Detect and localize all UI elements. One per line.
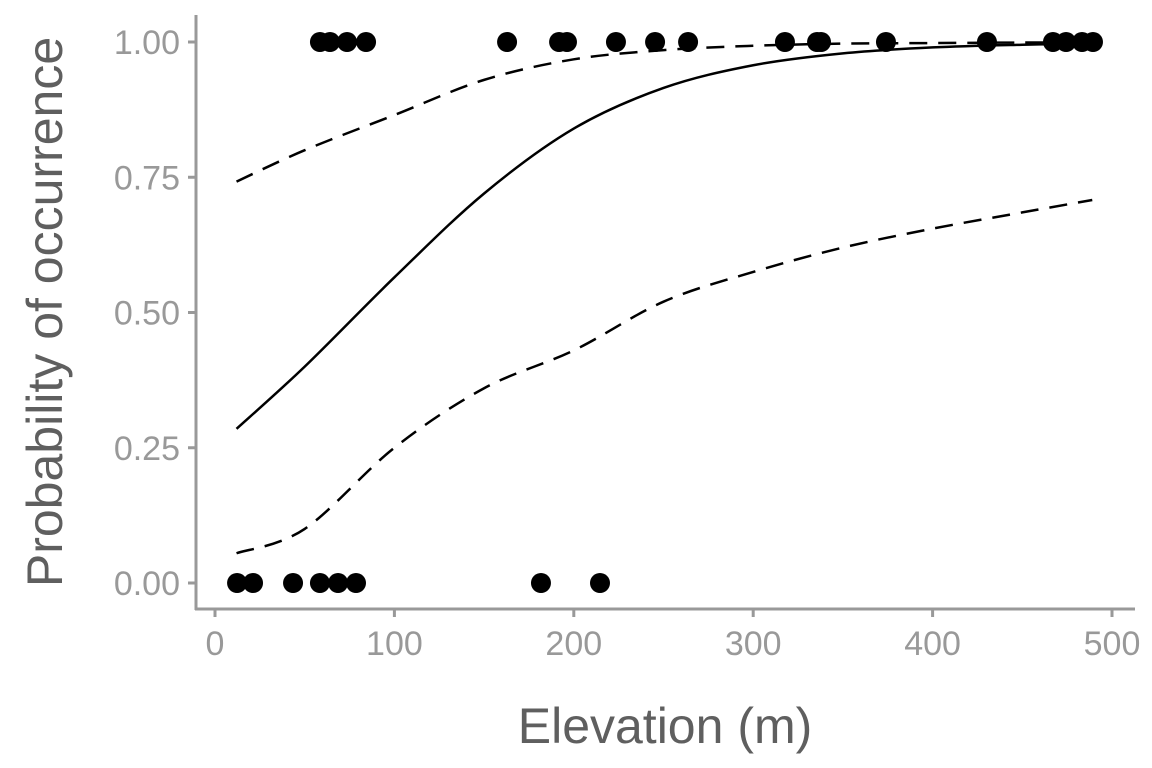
y-tick-label: 0.00 <box>114 565 180 603</box>
x-tick-label: 200 <box>545 625 602 663</box>
data-point-absent <box>227 573 248 593</box>
data-point-absent <box>283 573 304 593</box>
x-tick-label: 0 <box>206 625 225 663</box>
y-tick-label: 0.75 <box>114 159 180 197</box>
fitted-line <box>235 42 1093 430</box>
x-tick-label: 400 <box>904 625 961 663</box>
x-tick-label: 300 <box>725 625 782 663</box>
data-point-present <box>678 32 699 52</box>
data-point-present <box>811 32 832 52</box>
x-axis-title: Elevation (m) <box>518 698 813 754</box>
lower-confidence-line <box>236 198 1093 555</box>
data-point-present <box>645 32 666 52</box>
data-point-absent <box>346 573 367 593</box>
upper-confidence-line <box>236 41 1093 183</box>
data-point-absent <box>243 573 264 593</box>
y-axis-title: Probability of occurrence <box>17 37 73 587</box>
data-point-present <box>976 32 997 52</box>
data-point-present <box>319 32 340 52</box>
data-point-present <box>1082 32 1103 52</box>
data-point-absent <box>530 573 551 593</box>
data-point-absent <box>309 573 330 593</box>
data-point-absent <box>328 573 349 593</box>
data-point-present <box>875 32 896 52</box>
data-point-present <box>556 32 577 52</box>
data-point-present <box>605 32 626 52</box>
y-tick-label: 0.50 <box>114 295 180 333</box>
data-point-present <box>497 32 518 52</box>
x-tick-label: 100 <box>366 625 423 663</box>
x-tick-label: 500 <box>1084 625 1141 663</box>
data-point-present <box>356 32 377 52</box>
y-tick-label: 1.00 <box>114 24 180 62</box>
data-point-absent <box>589 573 610 593</box>
y-tick-label: 0.25 <box>114 430 180 468</box>
data-point-present <box>337 32 358 52</box>
data-point-present <box>774 32 795 52</box>
data-point-present <box>1056 32 1077 52</box>
